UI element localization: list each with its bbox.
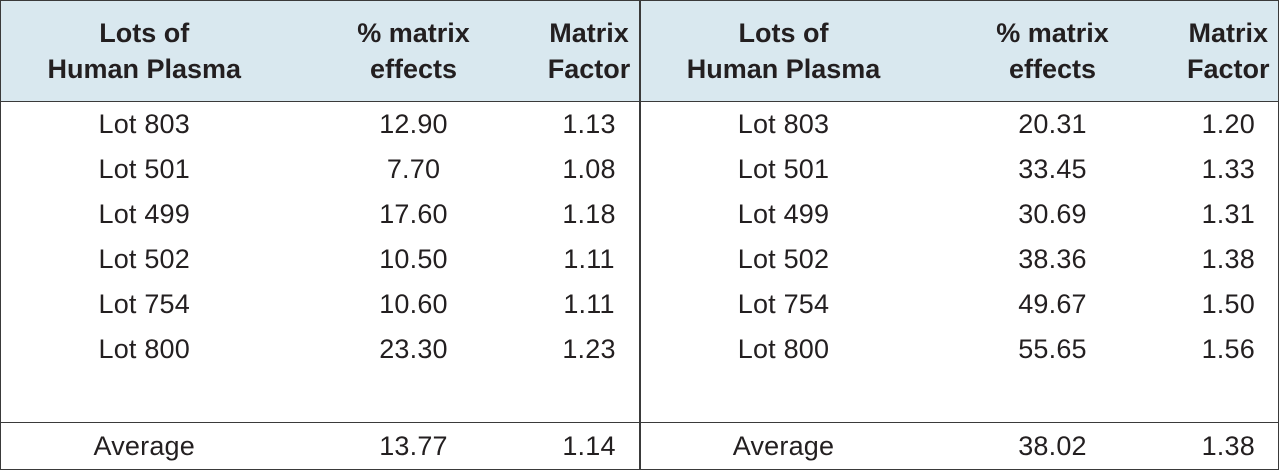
matrix-factor-cell-left: 1.08 bbox=[562, 154, 616, 184]
matrix-effects-cell-right: 55.65 bbox=[1018, 334, 1087, 364]
table-row: Lot 502 10.50 1.11 Lot 502 38.36 1.38 bbox=[1, 237, 1279, 282]
empty-cell bbox=[1179, 372, 1279, 423]
lot-cell-left: Lot 800 bbox=[98, 334, 190, 364]
header-mf-left: Matrix Factor bbox=[539, 0, 640, 102]
header-line: Human Plasma bbox=[686, 54, 881, 84]
lot-cell-left: Lot 501 bbox=[98, 154, 190, 184]
matrix-effects-cell-right: 38.36 bbox=[1018, 244, 1087, 274]
header-row: Lots of Human Plasma % matrix effects Matr… bbox=[0, 0, 1279, 102]
average-label-left: Average bbox=[0, 422, 288, 470]
matrix-effects-cell-left: 10.50 bbox=[379, 244, 448, 274]
empty-cell bbox=[1, 372, 288, 423]
header-line: % matrix bbox=[996, 18, 1109, 48]
spacer-row bbox=[1, 372, 1279, 423]
table-row: Lot 754 10.60 1.11 Lot 754 49.67 1.50 bbox=[1, 282, 1279, 327]
matrix-effects-cell-left: 17.60 bbox=[379, 199, 448, 229]
header-line: % matrix bbox=[357, 18, 470, 48]
matrix-effects-cell-right: 33.45 bbox=[1018, 154, 1087, 184]
header-pct-right: % matrix effects bbox=[926, 0, 1179, 102]
header-lots-left: Lots of Human Plasma bbox=[0, 0, 288, 102]
matrix-effects-cell-left: 12.90 bbox=[379, 109, 448, 139]
matrix-factor-cell-left: 1.11 bbox=[563, 289, 615, 319]
matrix-effects-cell-right: 20.31 bbox=[1018, 109, 1087, 139]
matrix-effects-cell-right: 30.69 bbox=[1018, 199, 1087, 229]
matrix-factor-cell-right: 1.20 bbox=[1201, 109, 1255, 139]
empty-cell bbox=[927, 372, 1179, 423]
average-matrix-effects-right: 38.02 bbox=[926, 422, 1179, 470]
table-row: Lot 501 7.70 1.08 Lot 501 33.45 1.33 bbox=[1, 147, 1279, 192]
average-label-right: Average bbox=[638, 422, 927, 470]
lot-cell-right: Lot 499 bbox=[638, 192, 927, 237]
header-mf-right: Matrix Factor bbox=[1178, 0, 1279, 102]
matrix-factor-cell-left: 1.18 bbox=[562, 199, 616, 229]
header-line: effects bbox=[369, 54, 458, 84]
matrix-factor-cell-right: 1.38 bbox=[1201, 244, 1255, 274]
header-pct-left: % matrix effects bbox=[287, 0, 540, 102]
matrix-factor-cell-left: 1.11 bbox=[563, 244, 615, 274]
empty-cell bbox=[540, 372, 640, 423]
matrix-factor-cell-right: 1.31 bbox=[1201, 199, 1255, 229]
matrix-effects-cell-left: 23.30 bbox=[379, 334, 448, 364]
average-matrix-effects-left: 13.77 bbox=[287, 422, 540, 470]
header-line: Matrix bbox=[549, 18, 629, 48]
matrix-factor-cell-left: 1.13 bbox=[562, 109, 616, 139]
average-matrix-factor-left: 1.14 bbox=[539, 422, 640, 470]
average-matrix-factor-right: 1.38 bbox=[1178, 422, 1279, 470]
lot-cell-left: Lot 502 bbox=[98, 244, 190, 274]
header-line: Lots of bbox=[99, 18, 190, 48]
matrix-effects-cell-left: 10.60 bbox=[379, 289, 448, 319]
lot-cell-left: Lot 754 bbox=[98, 289, 190, 319]
matrix-factor-cell-right: 1.56 bbox=[1201, 334, 1255, 364]
lot-cell-right: Lot 800 bbox=[638, 327, 927, 372]
table-body: Lot 803 12.90 1.13 Lot 803 20.31 1.20 Lot 501 7… bbox=[0, 101, 1279, 470]
lot-cell-left: Lot 499 bbox=[98, 199, 190, 229]
lot-cell-right: Lot 501 bbox=[638, 147, 927, 192]
lot-cell-right: Lot 754 bbox=[638, 282, 927, 327]
average-row: Average 13.77 1.14 Average 38.02 1.38 bbox=[0, 422, 1279, 470]
lot-cell-right: Lot 803 bbox=[638, 101, 927, 147]
header-line: Factor bbox=[1186, 54, 1270, 84]
matrix-factor-cell-right: 1.50 bbox=[1201, 289, 1255, 319]
header-line: Factor bbox=[547, 54, 631, 84]
header-line: Human Plasma bbox=[47, 54, 242, 84]
empty-cell bbox=[288, 372, 540, 423]
empty-cell bbox=[638, 372, 927, 423]
matrix-factor-cell-left: 1.23 bbox=[562, 334, 616, 364]
header-line: Matrix bbox=[1188, 18, 1269, 48]
header-line: effects bbox=[1008, 54, 1097, 84]
lot-cell-left: Lot 803 bbox=[98, 109, 190, 139]
lot-cell-right: Lot 502 bbox=[638, 237, 927, 282]
table-row: Lot 803 12.90 1.13 Lot 803 20.31 1.20 bbox=[1, 101, 1279, 147]
table-row: Lot 499 17.60 1.18 Lot 499 30.69 1.31 bbox=[1, 192, 1279, 237]
matrix-effects-cell-right: 49.67 bbox=[1018, 289, 1087, 319]
matrix-factor-cell-right: 1.33 bbox=[1201, 154, 1255, 184]
header-line: Lots of bbox=[738, 18, 829, 48]
header-lots-right: Lots of Human Plasma bbox=[638, 0, 927, 102]
table-row: Lot 800 23.30 1.23 Lot 800 55.65 1.56 bbox=[1, 327, 1279, 372]
matrix-effects-cell-left: 7.70 bbox=[386, 154, 441, 184]
